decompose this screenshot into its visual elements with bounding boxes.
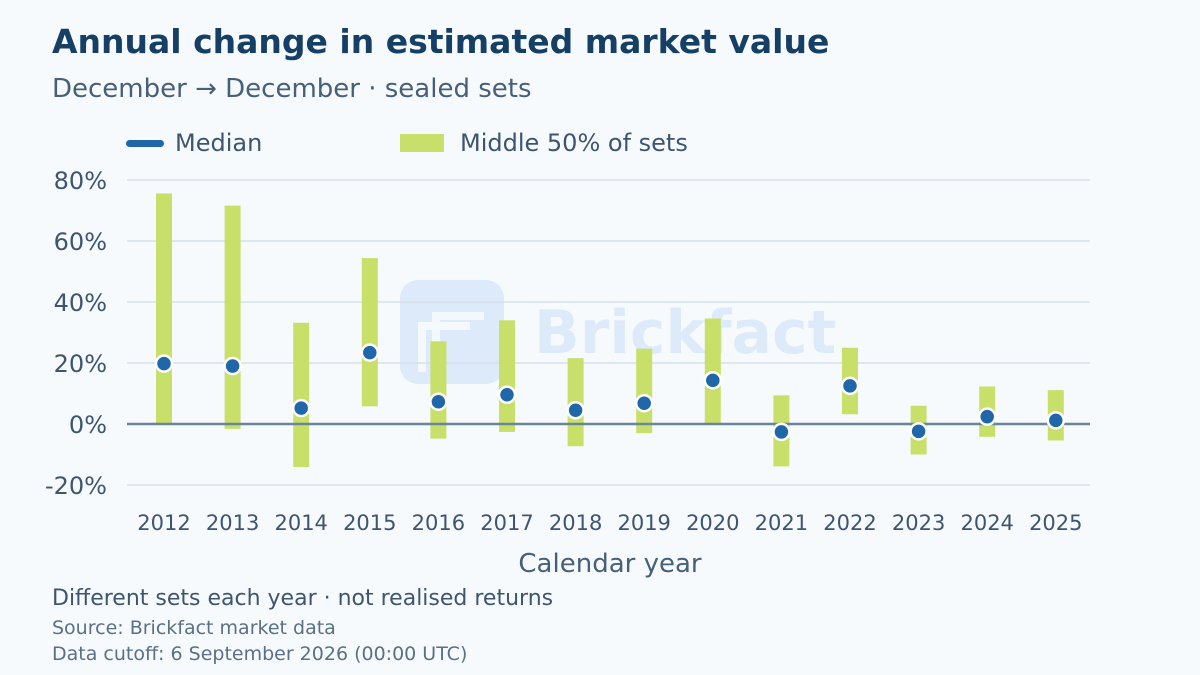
x-tick-label: 2024 [960, 511, 1013, 535]
y-tick-label: 40% [54, 289, 107, 317]
median-point [909, 422, 928, 441]
legend-median-label: Median [175, 129, 263, 157]
x-tick-label: 2014 [274, 511, 327, 535]
range-bar [636, 348, 653, 434]
x-tick-label: 2023 [892, 511, 945, 535]
watermark-logo-icon [400, 280, 504, 384]
y-tick-label: 0% [69, 411, 107, 439]
x-tick-label: 2012 [137, 511, 190, 535]
median-point [772, 422, 791, 442]
footer-note: Different sets each year · not realised … [52, 586, 554, 611]
median-point [223, 356, 242, 376]
legend-median: Median [126, 126, 262, 160]
y-tick-label: 20% [54, 350, 107, 378]
x-tick-label: 2021 [755, 511, 808, 535]
legend-range-swatch [400, 134, 444, 152]
x-tick-label: 2025 [1029, 511, 1082, 535]
footer-cutoff: Data cutoff: 6 September 2026 (00:00 UTC… [52, 643, 468, 665]
watermark: Brickfact [400, 280, 836, 384]
x-tick-label: 2018 [549, 511, 602, 535]
chart-subtitle: December → December · sealed sets [52, 74, 532, 104]
range-bar [361, 258, 378, 407]
range-bar [704, 318, 721, 424]
median-point [634, 394, 654, 413]
watermark-logo-mark-back [418, 322, 470, 372]
legend-range: Middle 50% of sets [400, 126, 688, 160]
x-tick-label: 2016 [412, 511, 465, 535]
watermark-text: Brickfact [534, 298, 836, 368]
median-point [1046, 411, 1066, 430]
median-point [840, 376, 860, 396]
footer-source: Source: Brickfact market data [52, 617, 336, 639]
y-tick-label: 60% [54, 228, 107, 256]
x-tick-label: 2015 [343, 511, 396, 535]
range-bar [224, 205, 241, 429]
x-axis-label: Calendar year [518, 549, 701, 579]
median-point [566, 401, 585, 420]
y-tick-label: 80% [54, 167, 107, 195]
range-bar [293, 322, 310, 468]
median-point [291, 398, 311, 418]
x-tick-label: 2017 [480, 511, 533, 535]
range-bar [499, 320, 515, 432]
x-tick-label: 2022 [823, 511, 876, 535]
y-tick-label: -20% [45, 472, 107, 500]
range-bar [156, 193, 172, 424]
median-point [429, 392, 448, 411]
median-point [497, 385, 517, 404]
range-bar [430, 341, 447, 439]
median-point [360, 343, 380, 362]
median-point [977, 407, 997, 426]
x-tick-label: 2020 [686, 511, 739, 535]
median-point [703, 371, 723, 390]
x-tick-label: 2013 [206, 511, 259, 535]
legend-range-label: Middle 50% of sets [460, 129, 688, 157]
median-point [154, 354, 174, 373]
legend-median-swatch [126, 139, 164, 147]
chart-title: Annual change in estimated market value [52, 22, 830, 61]
x-tick-label: 2019 [617, 511, 670, 535]
